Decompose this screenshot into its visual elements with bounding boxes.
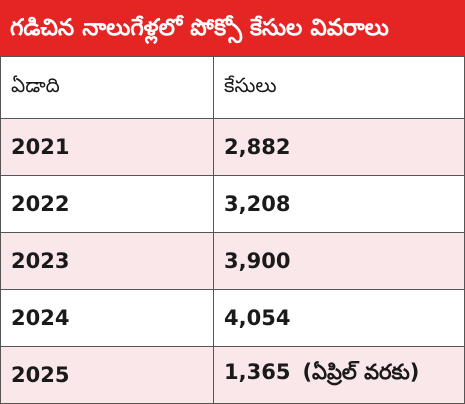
year-cell: 2025 <box>0 346 214 404</box>
cases-cell: 1,365 (ఏప్రిల్ వరకు) <box>213 346 465 404</box>
cases-cell: 3,900 <box>213 232 465 290</box>
cases-cell: 3,208 <box>213 175 465 233</box>
cases-value: 4,054 <box>224 306 291 330</box>
year-cell: 2023 <box>0 232 214 290</box>
year-cell: 2024 <box>0 289 214 347</box>
cases-value: 1,365 <box>224 360 291 384</box>
table-row: 2025 1,365 (ఏప్రిల్ వరకు) <box>0 346 465 404</box>
table-row: 2022 3,208 <box>0 175 465 233</box>
table-header-row: ఏడాది కేసులు <box>0 56 465 119</box>
cases-note: (ఏప్రిల్ వరకు) <box>302 360 420 384</box>
year-cell: 2022 <box>0 175 214 233</box>
cases-value: 3,900 <box>224 249 291 273</box>
table-row: 2021 2,882 <box>0 118 465 176</box>
column-header-year: ఏడాది <box>0 56 214 119</box>
pocso-cases-table: ఏడాది కేసులు 2021 2,882 2022 3,208 2023 … <box>0 56 465 404</box>
table-title: గడిచిన నాలుగేళ్లలో పోక్సో కేసుల వివరాలు <box>0 0 465 56</box>
cases-cell: 4,054 <box>213 289 465 347</box>
year-cell: 2021 <box>0 118 214 176</box>
cases-value: 3,208 <box>224 192 291 216</box>
cases-value: 2,882 <box>224 135 291 159</box>
table-row: 2023 3,900 <box>0 232 465 290</box>
table-row: 2024 4,054 <box>0 289 465 347</box>
cases-cell: 2,882 <box>213 118 465 176</box>
column-header-cases: కేసులు <box>213 56 465 119</box>
